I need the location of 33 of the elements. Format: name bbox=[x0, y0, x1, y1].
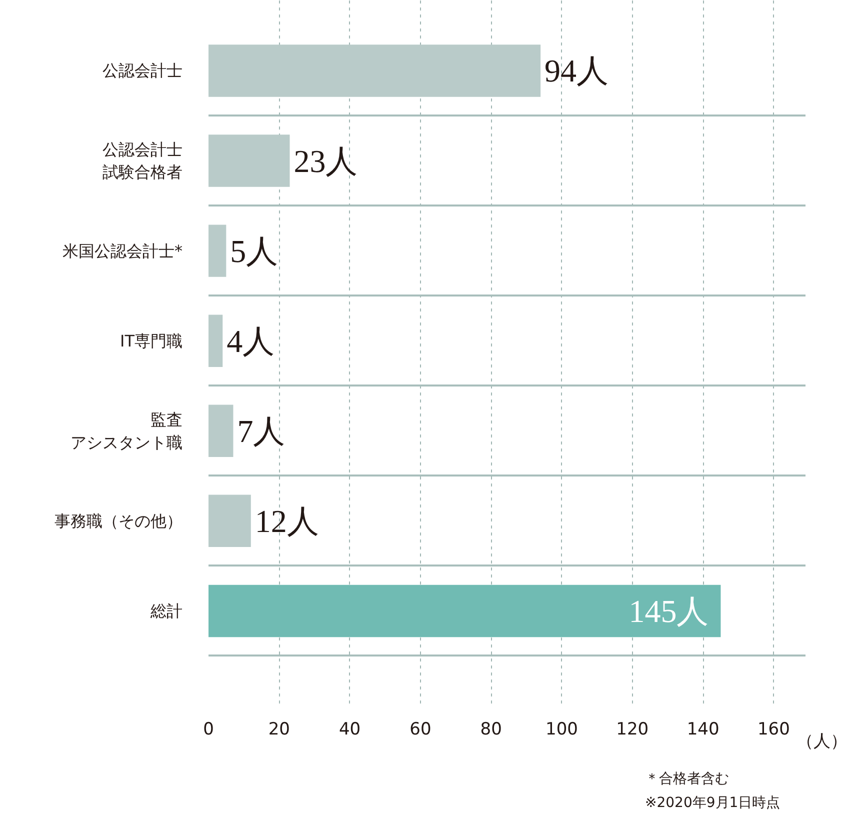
bar bbox=[208, 224, 226, 277]
x-tick-label: 100 bbox=[546, 720, 578, 740]
data-label: 7人 bbox=[237, 412, 286, 449]
y-tick-label: IT専門職 bbox=[120, 331, 183, 350]
bar bbox=[208, 584, 721, 638]
x-axis-title: （人） bbox=[796, 732, 848, 752]
y-tick-label: 公認会計士 bbox=[102, 61, 182, 80]
x-tick-label: 40 bbox=[338, 720, 361, 740]
y-tick-label: 総計 bbox=[150, 601, 182, 620]
y-tick-label: 米国公認会計士* bbox=[62, 241, 182, 260]
bar bbox=[208, 314, 223, 367]
x-tick-label: 80 bbox=[480, 720, 502, 740]
bar bbox=[208, 44, 541, 97]
bar bbox=[208, 494, 251, 548]
text: ※2020年9月1日時点 bbox=[645, 794, 780, 813]
y-tick-label: 事務職（その他） bbox=[54, 511, 182, 530]
x-tick-label: 20 bbox=[268, 720, 290, 740]
x-tick-label: 120 bbox=[616, 720, 649, 740]
x-tick-label: 0 bbox=[203, 720, 214, 740]
text: ＊合格者含む bbox=[645, 770, 730, 789]
y-tick-label: 監査アシスタント職 bbox=[70, 410, 182, 452]
x-tick-label: 60 bbox=[410, 720, 432, 740]
x-tick-label: 140 bbox=[686, 720, 720, 740]
y-tick-label: 公認会計士試験合格者 bbox=[102, 140, 182, 182]
bar bbox=[208, 404, 234, 457]
data-label: 4人 bbox=[226, 322, 275, 359]
data-label: 23人 bbox=[294, 142, 358, 179]
data-label: 5人 bbox=[230, 232, 278, 269]
data-label: 145人 bbox=[628, 592, 709, 629]
x-tick-label: 160 bbox=[757, 720, 790, 740]
data-label: 12人 bbox=[254, 502, 319, 539]
bar bbox=[208, 134, 290, 187]
data-label: 94人 bbox=[544, 52, 609, 89]
